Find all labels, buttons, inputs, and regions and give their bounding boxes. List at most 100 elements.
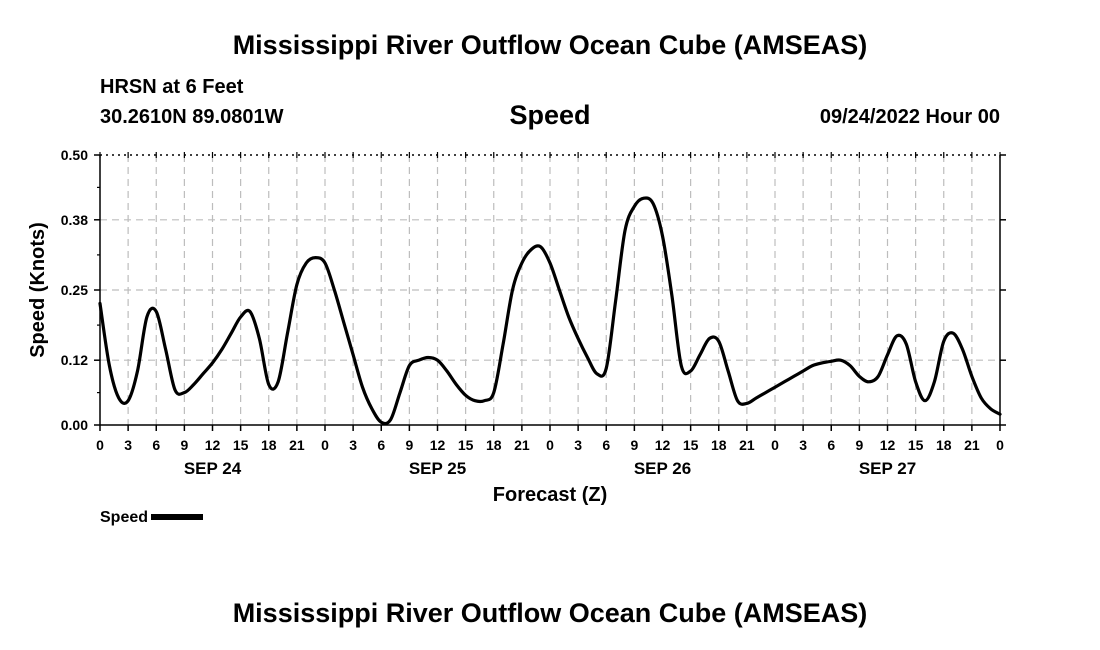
speed-data-point	[380, 421, 382, 423]
speed-data-point	[774, 386, 776, 388]
speed-data-point	[249, 310, 251, 312]
x-tick-label: 6	[602, 437, 610, 453]
x-tick-label: 12	[880, 437, 896, 453]
speed-data-point	[464, 394, 466, 396]
speed-data-point	[286, 332, 288, 334]
speed-data-point	[643, 197, 645, 199]
x-tick-label: 18	[711, 437, 727, 453]
speed-data-point	[239, 316, 241, 318]
speed-data-point	[886, 354, 888, 356]
speed-data-point	[258, 337, 260, 339]
y-tick-label: 0.38	[61, 212, 88, 228]
speed-data-point	[914, 381, 916, 383]
legend-label: Speed	[100, 509, 149, 526]
speed-data-point	[924, 400, 926, 402]
x-tick-label: 12	[655, 437, 671, 453]
x-tick-label: 6	[377, 437, 385, 453]
speed-data-point	[399, 391, 401, 393]
speed-data-point	[361, 386, 363, 388]
series-layer	[98, 196, 1002, 426]
speed-data-point	[764, 391, 766, 393]
speed-data-point	[624, 229, 626, 231]
speed-data-point	[305, 262, 307, 264]
speed-data-point	[493, 391, 495, 393]
y-tick-label: 0.12	[61, 352, 88, 368]
speed-data-point	[155, 310, 157, 312]
speed-data-point	[371, 408, 373, 410]
speed-data-point	[343, 321, 345, 323]
speed-data-point	[174, 389, 176, 391]
speed-data-point	[539, 246, 541, 248]
speed-data-point	[943, 340, 945, 342]
x-tick-label: 6	[152, 437, 160, 453]
speed-data-point	[868, 381, 870, 383]
speed-data-point	[324, 262, 326, 264]
speed-data-point	[746, 402, 748, 404]
speed-data-point	[933, 381, 935, 383]
speed-data-point	[99, 302, 101, 304]
speed-data-point	[558, 289, 560, 291]
speed-data-point	[183, 391, 185, 393]
chart-title: Speed	[509, 100, 591, 130]
x-tick-label: 3	[124, 437, 132, 453]
speed-data-point	[118, 397, 120, 399]
speed-data-point	[605, 367, 607, 369]
legend: Speed	[100, 509, 204, 527]
speed-data-point	[680, 364, 682, 366]
speed-data-point	[549, 262, 551, 264]
speed-data-point	[193, 383, 195, 385]
x-tick-label: 15	[458, 437, 474, 453]
day-label: SEP 24	[184, 459, 242, 478]
speed-data-point	[221, 348, 223, 350]
speed-data-point	[755, 397, 757, 399]
x-tick-label: 9	[180, 437, 188, 453]
x-tick-label: 3	[799, 437, 807, 453]
speed-data-point	[314, 256, 316, 258]
x-tick-label: 15	[233, 437, 249, 453]
x-tick-label: 6	[827, 437, 835, 453]
footer-title: Mississippi River Outflow Ocean Cube (AM…	[232, 598, 868, 628]
y-tick-label: 0.50	[61, 147, 88, 163]
speed-data-point	[793, 375, 795, 377]
x-tick-label: 12	[205, 437, 221, 453]
speed-data-point	[333, 289, 335, 291]
axis-ticks: 0.00 0.12 0.25 0.38 0.50 0 3 6 9 12 15 18 21 0 3 6 9 12 15…	[61, 147, 1006, 478]
speed-data-point	[830, 360, 832, 362]
x-tick-label: 9	[630, 437, 638, 453]
speed-data-point	[474, 400, 476, 402]
x-tick-label: 12	[430, 437, 446, 453]
speed-data-point	[586, 356, 588, 358]
speed-data-point	[418, 359, 420, 361]
speed-data-point	[268, 383, 270, 385]
x-tick-label: 0	[996, 437, 1004, 453]
speed-series-line	[98, 196, 1002, 426]
speed-data-point	[708, 337, 710, 339]
speed-data-point	[296, 283, 298, 285]
x-tick-label: 15	[908, 437, 924, 453]
speed-data-point	[483, 400, 485, 402]
speed-data-point	[858, 375, 860, 377]
speed-data-point	[877, 375, 879, 377]
main-title: Mississippi River Outflow Ocean Cube (AM…	[232, 30, 868, 60]
speed-data-point	[230, 332, 232, 334]
date-label: 09/24/2022 Hour 00	[819, 106, 1000, 128]
speed-data-point	[211, 362, 213, 364]
x-tick-label: 0	[96, 437, 104, 453]
speed-data-point	[530, 248, 532, 250]
x-tick-label: 0	[321, 437, 329, 453]
speed-data-point	[577, 337, 579, 339]
speed-data-point	[699, 354, 701, 356]
speed-data-point	[502, 343, 504, 345]
speed-data-point	[905, 343, 907, 345]
x-tick-label: 21	[964, 437, 980, 453]
speed-data-point	[633, 205, 635, 207]
speed-data-point	[896, 335, 898, 337]
station-label: HRSN at 6 Feet	[100, 76, 244, 98]
speed-data-point	[652, 202, 654, 204]
x-tick-label: 3	[349, 437, 357, 453]
x-tick-label: 0	[546, 437, 554, 453]
speed-data-point	[511, 289, 513, 291]
speed-data-point	[164, 348, 166, 350]
speed-data-point	[427, 356, 429, 358]
